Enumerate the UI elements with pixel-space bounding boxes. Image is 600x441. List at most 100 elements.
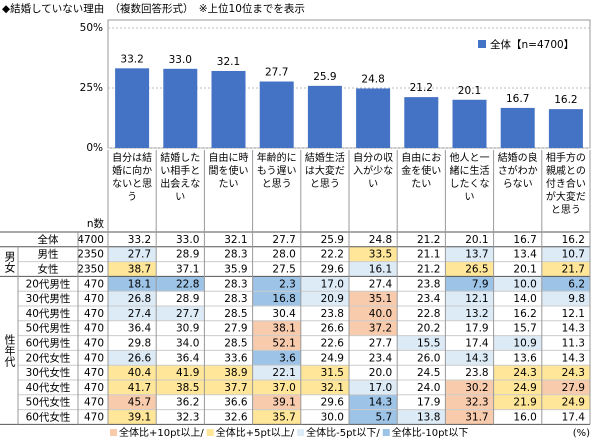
category-label: 相手方の親戚との付き合いが大変だと思う [545,153,586,216]
table-cell: 32.1 [224,234,247,246]
table-cell: 2.3 [279,278,296,290]
table-cell: 28.3 [224,278,247,290]
row-label: 20代男性 [26,277,71,290]
table-cell: 26.6 [321,323,345,335]
table-cell: 36.4 [128,323,152,335]
cell-highlight [252,380,301,395]
cell-highlight [397,335,446,351]
table-cell: 28.0 [272,249,295,261]
n-value: 470 [84,367,104,379]
table-cell: 16.0 [513,412,536,424]
table-cell: 5.7 [375,412,392,424]
category-label: 年齢的にもう遅いと思う [256,153,297,190]
cell-highlight [252,291,301,306]
highlight-swatch [297,429,305,436]
table-cell: 34.0 [176,338,199,350]
table-cell: 16.1 [369,264,392,276]
row-label: 40代女性 [26,381,71,394]
table-cell: 26.8 [128,293,151,305]
n-value: 470 [84,412,104,424]
table-cell: 41.7 [128,382,151,394]
table-cell: 23.4 [369,352,393,364]
table-cell: 38.9 [224,367,247,379]
n-value: 4700 [77,234,104,246]
cell-highlight [493,380,542,395]
table-cell: 10.0 [513,278,536,290]
highlight-label: 全体比+10pt以上/ [119,426,204,439]
table-cell: 23.8 [417,278,440,290]
row-label: 40代男性 [26,307,71,320]
y-tick-label: 0% [86,142,103,154]
category-label: 自由に時間を使いたい [208,153,249,190]
table-cell: 17.4 [465,338,489,350]
table-cell: 20.1 [465,234,488,246]
table-cell: 16.2 [562,234,585,246]
bar [307,85,342,148]
value-label: 27.7 [265,67,288,79]
cell-highlight [204,365,253,380]
table-cell: 33.2 [128,234,151,246]
row-label: 30代男性 [26,292,71,305]
value-label: 32.1 [217,56,240,68]
cell-highlight [108,261,157,277]
table-cell: 40.4 [128,367,152,379]
table-cell: 37.1 [176,264,199,276]
group-label: 性年代 [3,333,16,368]
table-cell: 28.5 [224,338,247,350]
cell-highlight [252,350,301,366]
cell-highlight [349,261,398,277]
table-cell: 23.8 [321,308,344,320]
table-cell: 21.2 [417,264,440,276]
table-cell: 14.3 [369,397,392,409]
cell-highlight [252,365,301,380]
bar [356,88,391,148]
row-label: 60代女性 [26,411,71,424]
table-cell: 24.8 [369,234,392,246]
table-cell: 18.1 [128,278,151,290]
cell-highlight [300,380,349,395]
category-label: 結婚生活は大変だと思う [304,153,345,190]
table-cell: 36.4 [176,352,200,364]
table-cell: 24.9 [513,382,536,394]
table-cell: 28.3 [224,293,247,305]
table-cell: 22.2 [321,249,344,261]
cell-highlight [252,320,301,336]
cell-highlight [541,261,590,277]
table-cell: 28.3 [224,249,247,261]
value-label: 24.8 [361,73,384,85]
table-cell: 29.8 [128,338,151,350]
table-cell: 10.9 [513,338,536,350]
table-cell: 32.6 [224,412,248,424]
cell-highlight [445,246,494,262]
table-cell: 37.0 [272,382,295,394]
table-cell: 14.0 [513,293,536,305]
table-cell: 24.3 [562,367,585,379]
table-cell: 6.2 [568,278,585,290]
table-cell: 26.6 [128,352,152,364]
cell-highlight [108,409,157,425]
cell-highlight [108,276,157,292]
table-cell: 52.1 [272,338,295,350]
row-label: 全体 [38,233,59,246]
n-value: 470 [84,338,104,350]
cell-highlight [349,246,398,262]
cell-highlight [445,306,494,321]
table-cell: 24.9 [321,352,344,364]
table-cell: 32.1 [321,382,344,394]
table-cell: 20.1 [513,264,536,276]
table-cell: 3.6 [279,352,296,364]
value-label: 16.2 [554,94,577,106]
table-cell: 27.4 [369,278,393,290]
highlight-swatch [382,429,390,436]
table-cell: 27.7 [369,338,392,350]
n-value: 470 [84,382,104,394]
bar [163,68,198,148]
row-label: 60代男性 [26,337,71,350]
cell-highlight [445,350,494,366]
bar [211,70,246,148]
table-cell: 28.9 [176,293,199,305]
cell-highlight [349,394,398,410]
cell-highlight [108,380,157,395]
chart-title: ◆結婚していない理由 （複数回答形式） ※上位10位までを表示 [2,2,305,15]
